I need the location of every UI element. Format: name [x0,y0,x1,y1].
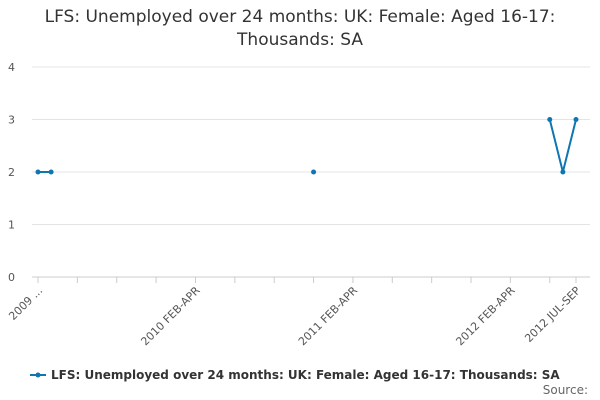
x-tick-label: 2012 JUL-SEP [522,284,583,345]
series-line [548,119,577,173]
legend-marker [35,372,41,378]
chart-title: LFS: Unemployed over 24 months: UK: Fema… [44,7,556,50]
y-tick-label: 1 [8,219,15,232]
point [311,169,317,175]
point [573,117,579,122]
point [547,117,553,122]
point [48,169,54,175]
x-tick-label: 2009 ... [6,284,45,323]
source: Source: [543,383,588,397]
point [35,169,41,175]
y-tick-label: 3 [8,114,15,127]
x-tick-label: 2010 FEB-APR [138,284,202,348]
legend-label: LFS: Unemployed over 24 months: UK: Fema… [51,368,560,382]
x-tick-label: 2012 FEB-APR [453,284,517,348]
point [560,169,566,175]
y-tick-label: 0 [8,271,15,284]
y-tick-label: 2 [8,166,15,179]
y-tick-label: 4 [8,61,15,74]
x-tick-label: 2011 FEB-APR [296,284,360,348]
